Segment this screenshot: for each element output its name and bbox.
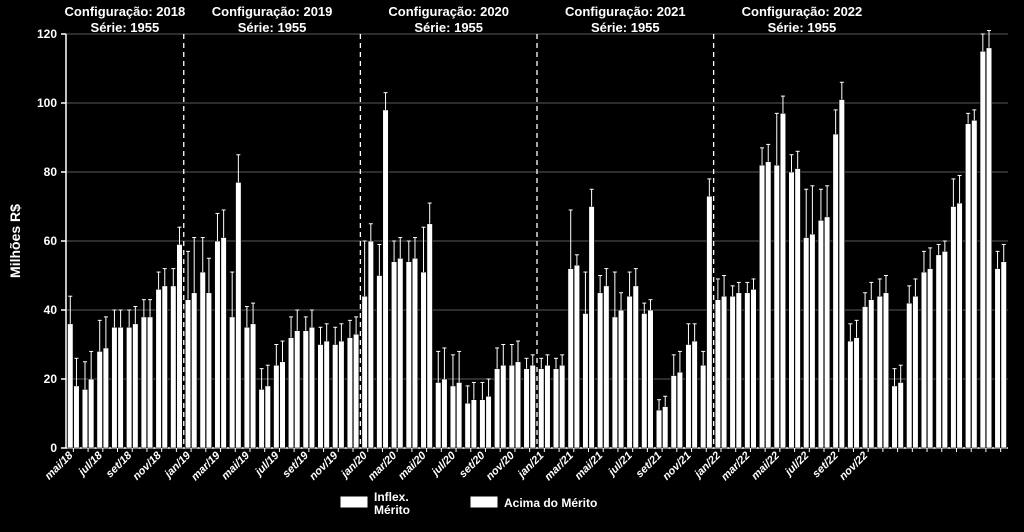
svg-text:0: 0 — [50, 441, 57, 455]
svg-text:120: 120 — [37, 27, 57, 41]
svg-text:80: 80 — [44, 165, 58, 179]
svg-text:Série: 1955: Série: 1955 — [768, 20, 837, 35]
svg-text:Acima do Mérito: Acima do Mérito — [504, 496, 597, 510]
svg-text:Série: 1955: Série: 1955 — [591, 20, 660, 35]
chart-container: 020406080100120Milhões R$mai/18jul/18set… — [0, 0, 1024, 532]
svg-text:Configuração: 2022: Configuração: 2022 — [742, 4, 863, 19]
svg-text:40: 40 — [44, 303, 58, 317]
svg-text:Configuração: 2018: Configuração: 2018 — [65, 4, 186, 19]
svg-text:60: 60 — [44, 234, 58, 248]
svg-text:Série: 1955: Série: 1955 — [238, 20, 307, 35]
svg-text:Configuração: 2020: Configuração: 2020 — [388, 4, 509, 19]
bar-chart: 020406080100120Milhões R$mai/18jul/18set… — [0, 0, 1024, 532]
svg-text:Inflex.: Inflex. — [374, 490, 409, 504]
svg-text:Configuração: 2019: Configuração: 2019 — [212, 4, 333, 19]
svg-text:20: 20 — [44, 372, 58, 386]
svg-text:Mérito: Mérito — [374, 503, 410, 517]
svg-text:Milhões R$: Milhões R$ — [7, 204, 23, 278]
svg-text:Série: 1955: Série: 1955 — [414, 20, 483, 35]
svg-text:100: 100 — [37, 96, 57, 110]
svg-text:Configuração: 2021: Configuração: 2021 — [565, 4, 686, 19]
svg-text:Série: 1955: Série: 1955 — [91, 20, 160, 35]
